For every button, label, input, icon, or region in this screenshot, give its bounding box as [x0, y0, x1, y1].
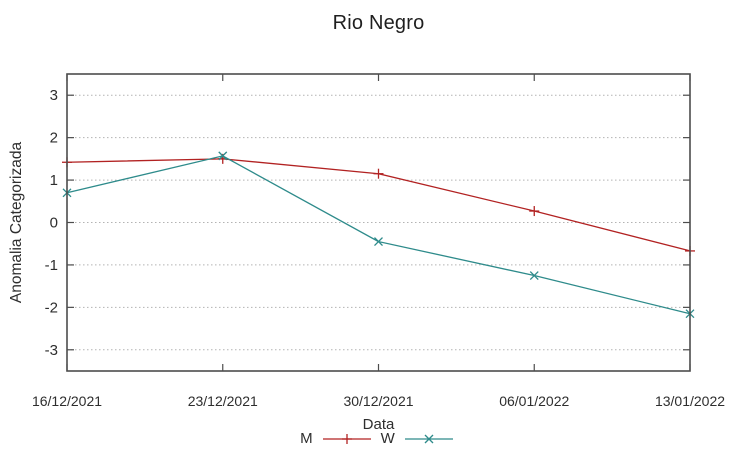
ytick-label: 3: [50, 87, 58, 104]
marker-cross: [218, 151, 228, 161]
xtick-label: 06/01/2022: [499, 393, 569, 409]
xtick-label: 23/12/2021: [188, 393, 258, 409]
x-axis-label: Data: [363, 416, 395, 433]
legend-item-M: M: [300, 430, 371, 448]
xtick-label: 16/12/2021: [32, 393, 102, 409]
marker-cross: [529, 271, 539, 280]
legend-item-W: W: [381, 430, 453, 448]
marker-cross: [374, 237, 383, 247]
legend-sample-M: [322, 434, 371, 444]
chart-title: Rio Negro: [332, 12, 425, 34]
ytick-label: -2: [45, 299, 58, 316]
legend-label-W: W: [380, 430, 395, 447]
ytick-label: 0: [50, 215, 58, 232]
xtick-label: 30/12/2021: [343, 393, 413, 409]
ytick-label: 1: [50, 172, 58, 189]
xtick-label: 13/01/2022: [655, 393, 725, 409]
series-W-line: [66, 155, 691, 315]
legend-label-M: M: [300, 430, 313, 447]
ytick-label: -1: [45, 257, 58, 274]
plot-border: [66, 73, 691, 372]
legend-sample-W: [404, 434, 453, 444]
plot-area: 3 2 1 0 -1 -2 -3 16/12/2021 23/12/2021 30/12/2021…: [8, 73, 725, 433]
ytick-label: -3: [45, 342, 58, 359]
y-axis-label: Anomalia Categorizada: [8, 142, 25, 304]
ytick-label: 2: [50, 130, 58, 147]
